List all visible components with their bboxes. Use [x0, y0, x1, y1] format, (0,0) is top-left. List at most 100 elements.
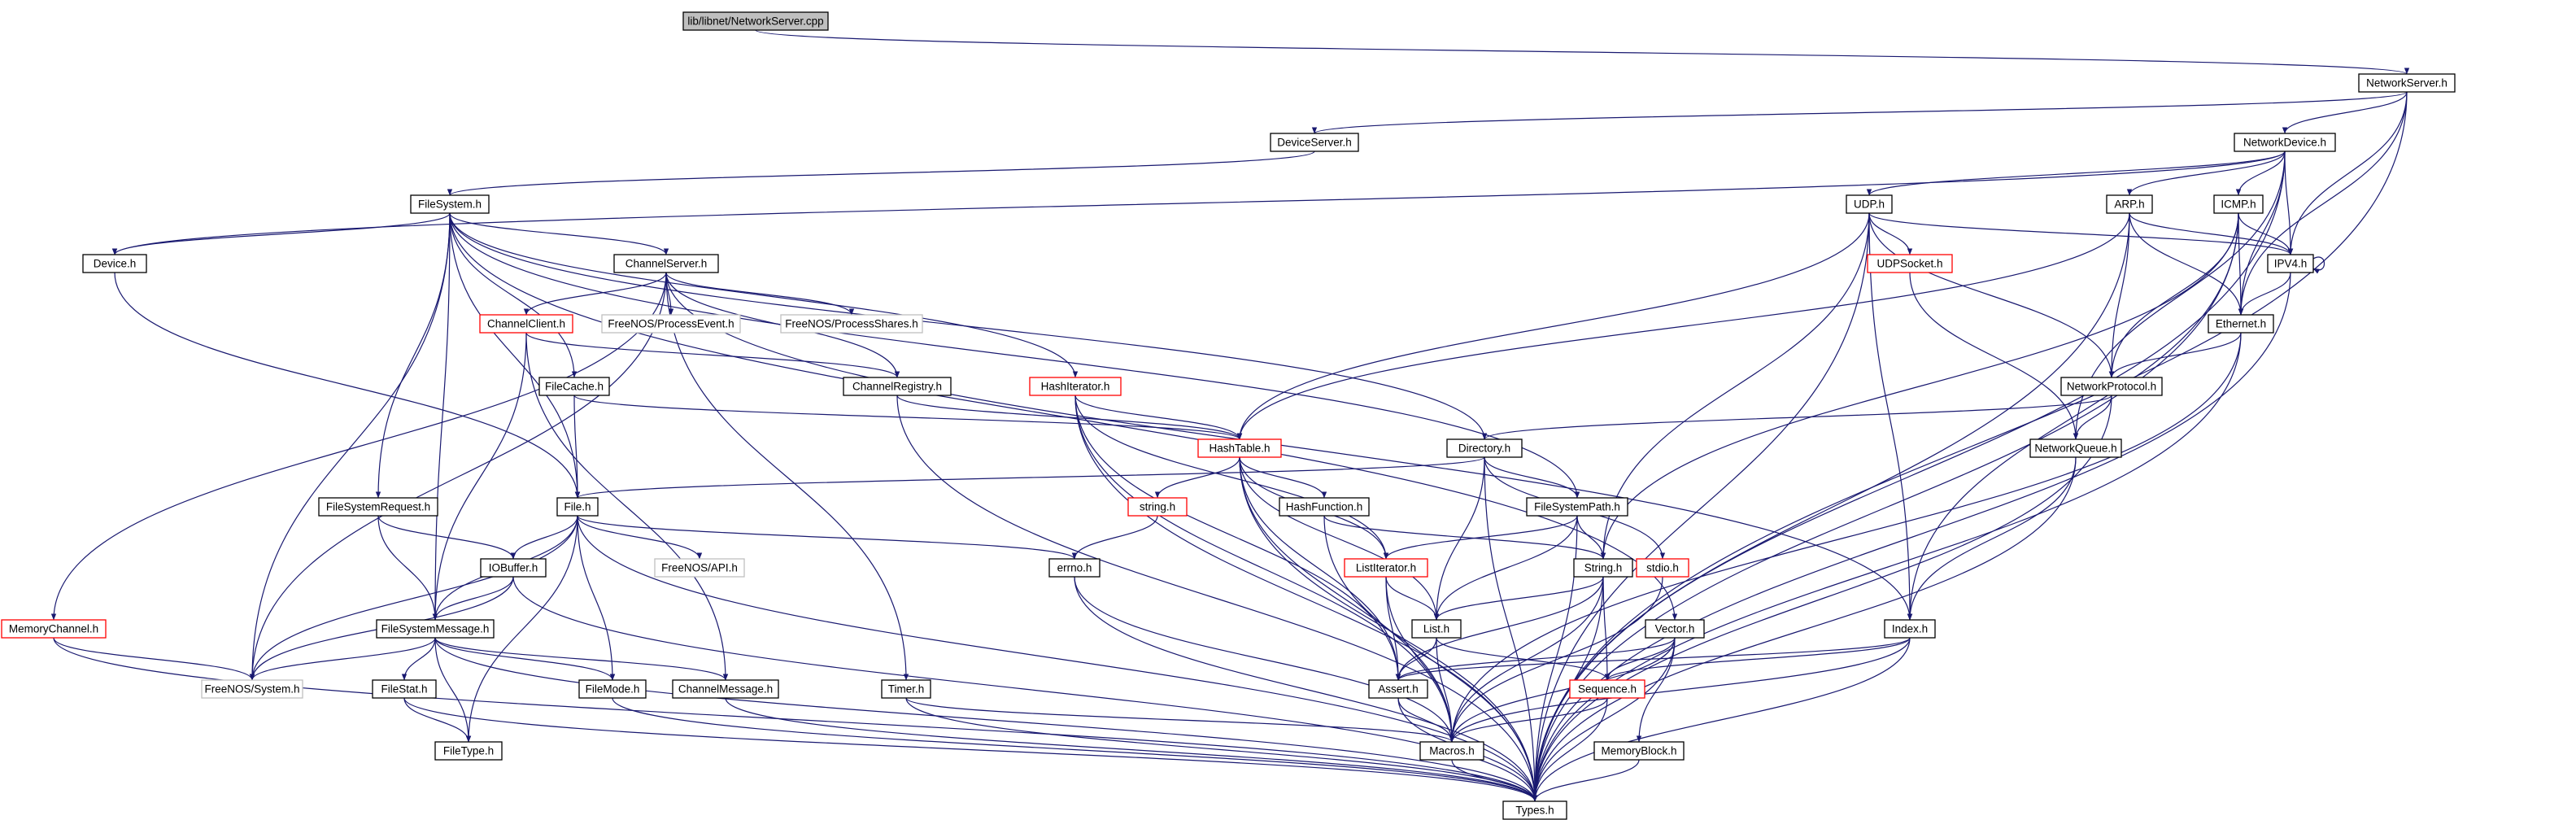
node-label: Vector.h — [1655, 623, 1695, 635]
node-box — [601, 314, 741, 334]
node-hash-iterator[interactable]: HashIterator.h — [1029, 377, 1122, 396]
node-label: HashFunction.h — [1286, 501, 1363, 513]
node-box — [1526, 497, 1628, 517]
node-label: FreeNOS/API.h — [661, 562, 738, 574]
node-vector[interactable]: Vector.h — [1645, 619, 1705, 639]
edge-hash-table-to-string — [1154, 456, 1240, 499]
node-label: NetworkProtocol.h — [2067, 381, 2156, 393]
node-memory-block[interactable]: MemoryBlock.h — [1593, 741, 1685, 761]
node-api[interactable]: FreeNOS/API.h — [654, 558, 745, 578]
node-timer[interactable]: Timer.h — [881, 679, 931, 699]
edge-udp-to-index — [1868, 212, 1913, 621]
node-box — [2213, 194, 2264, 214]
node-label: UDP.h — [1854, 198, 1885, 211]
node-label: MemoryBlock.h — [1601, 745, 1676, 757]
node-box — [1368, 679, 1428, 699]
edge-file-system-to-file-cache — [449, 212, 578, 378]
edge-channel-client-to-file-system-message — [432, 332, 527, 621]
node-directory[interactable]: Directory.h — [1446, 438, 1523, 458]
edge-udp-to-udpsocket — [1868, 212, 1913, 255]
node-system[interactable]: FreeNOS/System.h — [201, 679, 303, 699]
node-network-queue[interactable]: NetworkQueue.h — [2029, 438, 2122, 458]
edge-arp-to-ethernet — [2129, 212, 2244, 316]
edge-index-to-types — [1532, 637, 1911, 802]
node-channel-client[interactable]: ChannelClient.h — [479, 314, 573, 334]
node-box — [682, 11, 829, 31]
node-file-system[interactable]: FileSystem.h — [410, 194, 490, 214]
edge-memory-channel-to-system — [53, 637, 255, 681]
node-file-system-path[interactable]: FileSystemPath.h — [1526, 497, 1628, 517]
edge-errno-to-types — [1074, 576, 1538, 802]
node-arp[interactable]: ARP.h — [2106, 194, 2153, 214]
node-stdio[interactable]: stdio.h — [1636, 558, 1689, 578]
node-box — [613, 254, 719, 273]
node-box — [1419, 741, 1484, 761]
node-types[interactable]: Types.h — [1502, 800, 1567, 820]
edge-ethernet-to-network-protocol — [2108, 332, 2242, 378]
node-string[interactable]: String.h — [1573, 558, 1633, 578]
node-box — [1884, 619, 1936, 639]
edge-network-device-to-device — [112, 150, 2286, 255]
node-macros[interactable]: Macros.h — [1419, 741, 1484, 761]
node-list[interactable]: List.h — [1411, 619, 1462, 639]
edge-device-to-file — [114, 272, 581, 499]
node-file-mode[interactable]: FileMode.h — [578, 679, 647, 699]
node-memory-channel[interactable]: MemoryChannel.h — [1, 619, 107, 639]
node-assert[interactable]: Assert.h — [1368, 679, 1428, 699]
edge-string-to-assert — [1395, 576, 1604, 681]
edge-file-stat-to-file-type — [403, 697, 472, 743]
node-string[interactable]: string.h — [1127, 497, 1188, 517]
node-label: ICMP.h — [2221, 198, 2256, 211]
node-index[interactable]: Index.h — [1884, 619, 1936, 639]
node-ethernet[interactable]: Ethernet.h — [2208, 314, 2274, 334]
node-device[interactable]: Device.h — [82, 254, 147, 273]
node-box — [434, 741, 503, 761]
node-errno[interactable]: errno.h — [1048, 558, 1101, 578]
node-file-type[interactable]: FileType.h — [434, 741, 503, 761]
edge-ipv4-to-ipv4 — [2312, 256, 2325, 274]
edge-file-system-to-directory — [449, 212, 1488, 440]
node-file-system-message[interactable]: FileSystemMessage.h — [376, 619, 495, 639]
edge-string-to-sequence — [1602, 576, 1611, 681]
edge-file-mode-to-types — [612, 697, 1538, 802]
node-udpsocket[interactable]: UDPSocket.h — [1867, 254, 1953, 273]
node-hash-table[interactable]: HashTable.h — [1197, 438, 1282, 458]
node-label: NetworkDevice.h — [2243, 137, 2326, 149]
edge-file-to-system — [249, 515, 578, 681]
edge-stdio-to-macros — [1449, 576, 1663, 743]
node-process-shares[interactable]: FreeNOS/ProcessShares.h — [780, 314, 923, 334]
node-label: FileStat.h — [381, 683, 427, 696]
node-network-protocol[interactable]: NetworkProtocol.h — [2060, 377, 2163, 396]
node-icmp[interactable]: ICMP.h — [2213, 194, 2264, 214]
edge-network-queue-to-index — [1907, 456, 2077, 621]
node-file-system-request[interactable]: FileSystemRequest.h — [318, 497, 438, 517]
node-file-cache[interactable]: FileCache.h — [538, 377, 610, 396]
node-iobuffer[interactable]: IOBuffer.h — [480, 558, 547, 578]
edge-file-system-path-to-string — [1576, 515, 1606, 560]
node-ipv4[interactable]: IPV4.h — [2267, 254, 2314, 273]
node-box — [780, 314, 923, 334]
edge-network-device-to-udp — [1866, 150, 2286, 196]
node-network-server[interactable]: NetworkServer.h — [2358, 73, 2456, 93]
node-hash-function[interactable]: HashFunction.h — [1279, 497, 1370, 517]
node-file-stat[interactable]: FileStat.h — [372, 679, 437, 699]
node-box — [1867, 254, 1953, 273]
edge-file-system-message-to-file-mode — [434, 637, 616, 681]
edge-file-system-path-to-list — [1433, 515, 1578, 621]
node-channel-message[interactable]: ChannelMessage.h — [672, 679, 779, 699]
edge-network-server-to-ipv4 — [2287, 91, 2408, 255]
node-box — [1411, 619, 1462, 639]
node-channel-server[interactable]: ChannelServer.h — [613, 254, 719, 273]
edge-channel-client-to-channel-registry — [525, 332, 900, 378]
node-file[interactable]: File.h — [556, 497, 599, 517]
node-sequence[interactable]: Sequence.h — [1569, 679, 1645, 699]
node-list-iterator[interactable]: ListIterator.h — [1344, 558, 1428, 578]
node-layer: lib/libnet/NetworkServer.cpp NetworkServe… — [1, 11, 2456, 820]
node-udp[interactable]: UDP.h — [1846, 194, 1893, 214]
edge-file-to-iobuffer — [510, 515, 578, 560]
node-process-event[interactable]: FreeNOS/ProcessEvent.h — [601, 314, 741, 334]
node-device-server[interactable]: DeviceServer.h — [1270, 133, 1359, 152]
node-network-device[interactable]: NetworkDevice.h — [2234, 133, 2336, 152]
node-channel-registry[interactable]: ChannelRegistry.h — [843, 377, 952, 396]
edge-file-to-errno — [577, 515, 1078, 560]
